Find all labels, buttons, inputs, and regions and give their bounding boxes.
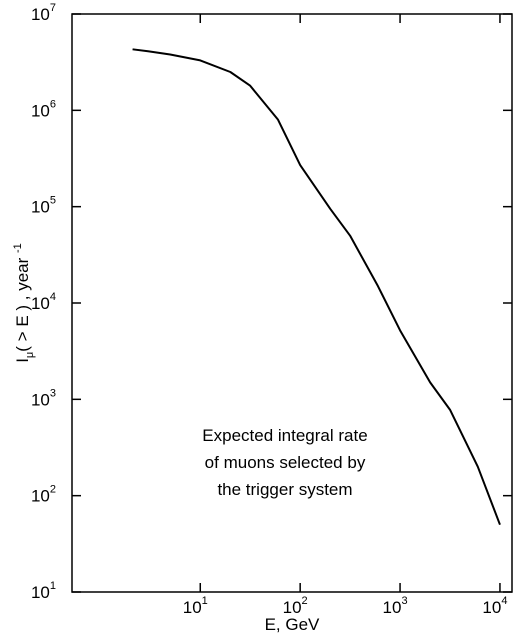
y-label-sup: -1 — [12, 243, 24, 253]
y-label-sub: μ — [24, 352, 36, 358]
y-tick-base: 10 — [31, 583, 50, 602]
x-tick-base: 10 — [283, 598, 302, 617]
y-tick-label: 102 — [31, 484, 56, 506]
y-tick-base: 10 — [31, 487, 50, 506]
annotation: of muons selected by — [205, 453, 366, 472]
y-label-rest: ( > E ) , year — [13, 253, 32, 352]
y-tick-base: 10 — [31, 101, 50, 120]
y-tick-base: 10 — [31, 198, 50, 217]
annotation: the trigger system — [217, 480, 352, 499]
y-tick-exp: 5 — [50, 195, 56, 207]
x-tick-base: 10 — [383, 598, 402, 617]
y-tick-label: 106 — [31, 98, 56, 120]
y-tick-exp: 2 — [50, 484, 56, 496]
x-tick-label: 102 — [283, 595, 308, 617]
x-tick-label: 103 — [383, 595, 408, 617]
x-tick-exp: 4 — [501, 595, 507, 607]
data-line — [132, 48, 501, 526]
x-tick-exp: 1 — [202, 595, 208, 607]
y-tick-base: 10 — [31, 390, 50, 409]
y-axis-label: Iμ( > E ) , year -1 — [12, 243, 36, 363]
x-tick-label: 101 — [183, 595, 208, 617]
y-tick-label: 107 — [31, 2, 56, 24]
y-tick-base: 10 — [31, 5, 50, 24]
y-tick-exp: 6 — [50, 98, 56, 110]
x-tick-exp: 3 — [401, 595, 407, 607]
y-tick-exp: 3 — [50, 387, 56, 399]
y-tick-exp: 4 — [50, 291, 56, 303]
y-label-main: I — [13, 358, 32, 363]
y-tick-label: 103 — [31, 387, 56, 409]
x-tick-label: 104 — [482, 595, 507, 617]
y-tick-exp: 1 — [50, 580, 56, 592]
x-axis-label: E, GeV — [265, 615, 320, 634]
y-tick-exp: 7 — [50, 2, 56, 14]
y-tick-base: 10 — [31, 294, 50, 313]
y-tick-label: 104 — [31, 291, 56, 313]
x-tick-exp: 2 — [302, 595, 308, 607]
y-tick-label: 105 — [31, 195, 56, 217]
x-tick-base: 10 — [183, 598, 202, 617]
annotation: Expected integral rate — [202, 426, 367, 445]
y-tick-label: 101 — [31, 580, 56, 602]
x-tick-base: 10 — [482, 598, 501, 617]
plot-frame — [71, 13, 513, 593]
